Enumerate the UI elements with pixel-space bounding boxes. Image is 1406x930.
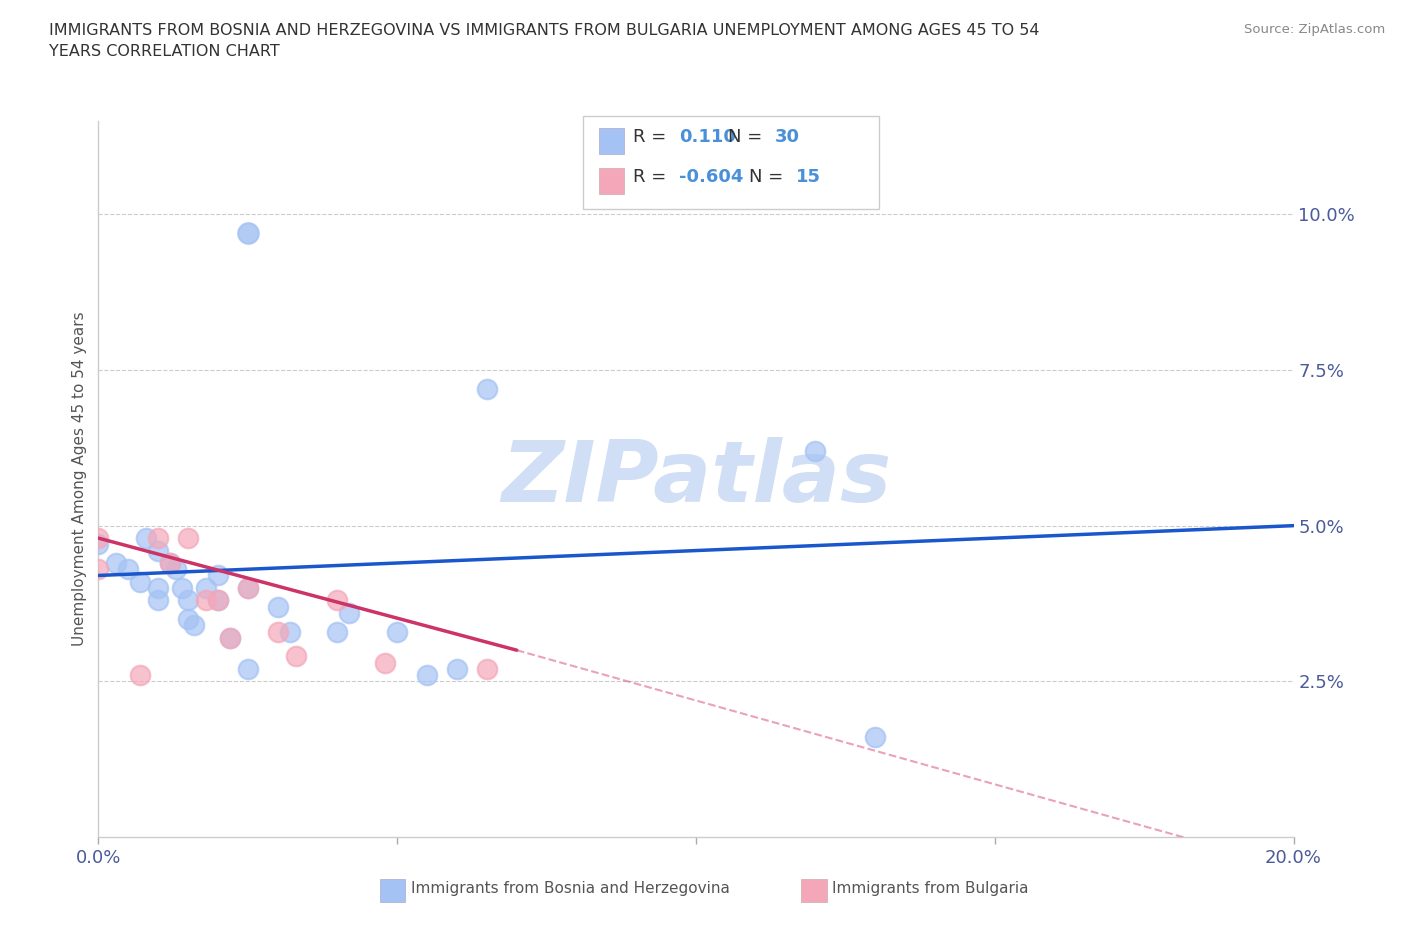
Point (159, 555, 181, 570)
Point (475, 661, 498, 676)
Point (207, 593, 229, 608)
Point (148, 580, 170, 595)
Point (236, 661, 259, 676)
Text: Immigrants from Bosnia and Herzegovina: Immigrants from Bosnia and Herzegovina (411, 881, 730, 896)
Text: 0.110: 0.110 (679, 128, 735, 146)
Point (87, 537, 110, 551)
Point (385, 624, 409, 639)
Point (165, 562, 187, 577)
Point (865, 730, 887, 745)
Text: 15: 15 (796, 168, 821, 186)
Point (446, 661, 468, 676)
Y-axis label: Unemployment Among Ages 45 to 54 years: Unemployment Among Ages 45 to 54 years (72, 312, 87, 646)
Text: Immigrants from Bulgaria: Immigrants from Bulgaria (832, 881, 1029, 896)
Point (172, 580, 194, 595)
Point (129, 668, 152, 683)
Text: N =: N = (749, 168, 783, 186)
Point (374, 656, 396, 671)
Point (339, 605, 361, 620)
Point (219, 631, 242, 645)
Point (148, 593, 170, 608)
Point (87, 531, 110, 546)
Point (219, 631, 242, 645)
Point (207, 593, 229, 608)
Point (195, 593, 218, 608)
Point (129, 574, 152, 589)
Point (267, 624, 290, 639)
Point (183, 618, 205, 632)
Point (284, 649, 307, 664)
Point (105, 555, 128, 570)
Point (236, 580, 259, 595)
Point (278, 624, 301, 639)
Point (326, 624, 349, 639)
Point (475, 381, 498, 396)
Point (159, 555, 181, 570)
Point (207, 568, 229, 583)
Point (267, 599, 290, 614)
Point (177, 531, 200, 546)
Text: N =: N = (728, 128, 762, 146)
Point (177, 593, 200, 608)
Point (804, 444, 827, 458)
Point (148, 531, 170, 546)
Point (177, 612, 200, 627)
Text: 30: 30 (775, 128, 800, 146)
Text: ZIPatlas: ZIPatlas (501, 437, 891, 521)
Point (148, 543, 170, 558)
Point (135, 531, 157, 546)
Point (195, 580, 218, 595)
Point (236, 580, 259, 595)
Point (326, 593, 349, 608)
Point (117, 562, 139, 577)
Text: R =: R = (633, 128, 666, 146)
Point (87, 562, 110, 577)
Point (236, 226, 259, 241)
Text: IMMIGRANTS FROM BOSNIA AND HERZEGOVINA VS IMMIGRANTS FROM BULGARIA UNEMPLOYMENT : IMMIGRANTS FROM BOSNIA AND HERZEGOVINA V… (49, 23, 1039, 60)
Text: Source: ZipAtlas.com: Source: ZipAtlas.com (1244, 23, 1385, 36)
Text: R =: R = (633, 168, 666, 186)
Point (416, 668, 439, 683)
Text: -0.604: -0.604 (679, 168, 744, 186)
